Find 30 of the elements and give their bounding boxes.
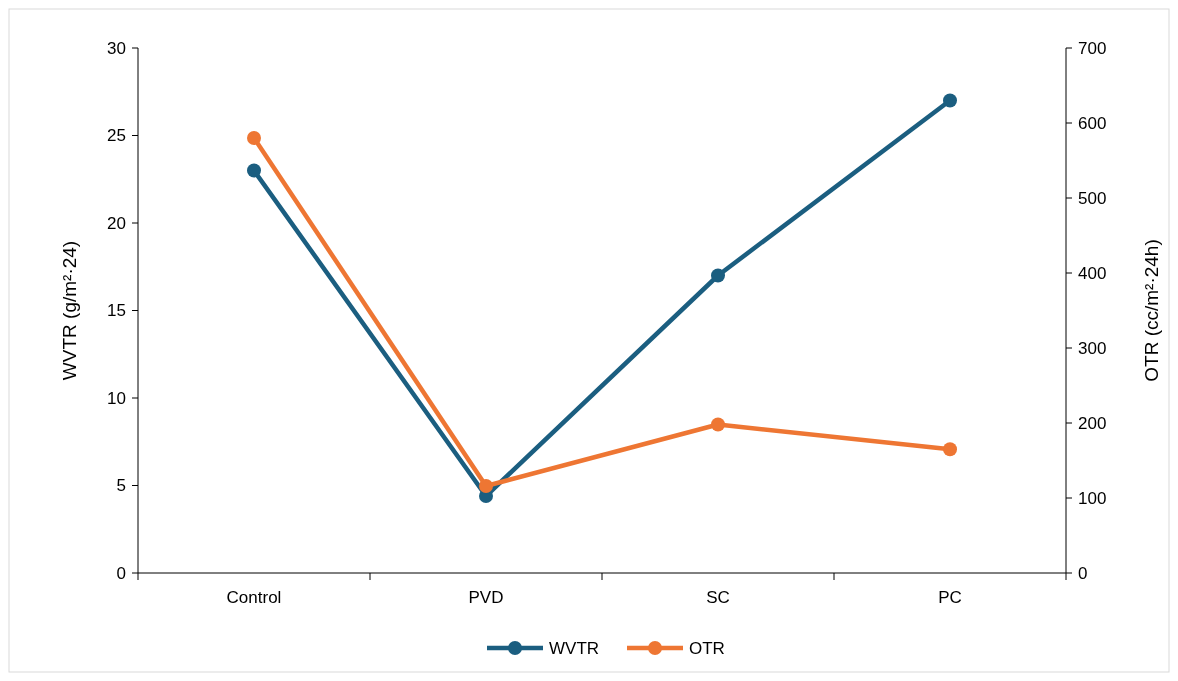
x-tick-label: Control <box>226 588 282 607</box>
y2-tick-label: 600 <box>1078 113 1107 133</box>
y-tick-label: 30 <box>107 38 126 58</box>
legend-label: WVTR <box>549 638 600 658</box>
x-tick-label: PC <box>938 588 962 607</box>
point <box>711 268 725 283</box>
y2-tick-label: 400 <box>1078 263 1107 283</box>
y2-tick-label: 300 <box>1078 338 1107 358</box>
y2-tick-label: 0 <box>1078 563 1088 583</box>
point <box>247 163 261 178</box>
y-tick-label: 20 <box>107 213 126 233</box>
point <box>479 479 493 493</box>
point <box>943 93 957 108</box>
legend-label: OTR <box>689 638 725 658</box>
point <box>247 131 261 145</box>
y-axis-title: WVTR (g/m²·24) <box>59 240 80 381</box>
y2-tick-label: 200 <box>1078 413 1107 433</box>
x-tick-label: PVD <box>468 588 504 607</box>
y2-axis-title: OTR (cc/m²·24h) <box>1141 239 1162 382</box>
y-tick-label: 0 <box>116 563 126 583</box>
point <box>943 442 957 457</box>
y2-tick-label: 700 <box>1078 38 1107 58</box>
y-tick-label: 10 <box>107 388 126 408</box>
point <box>711 417 725 432</box>
y-tick-label: 25 <box>107 126 126 146</box>
y2-tick-label: 500 <box>1078 188 1107 208</box>
y-tick-label: 15 <box>107 301 126 321</box>
y-tick-label: 5 <box>116 476 126 496</box>
x-tick-label: SC <box>706 588 730 607</box>
y2-tick-label: 100 <box>1078 488 1107 508</box>
